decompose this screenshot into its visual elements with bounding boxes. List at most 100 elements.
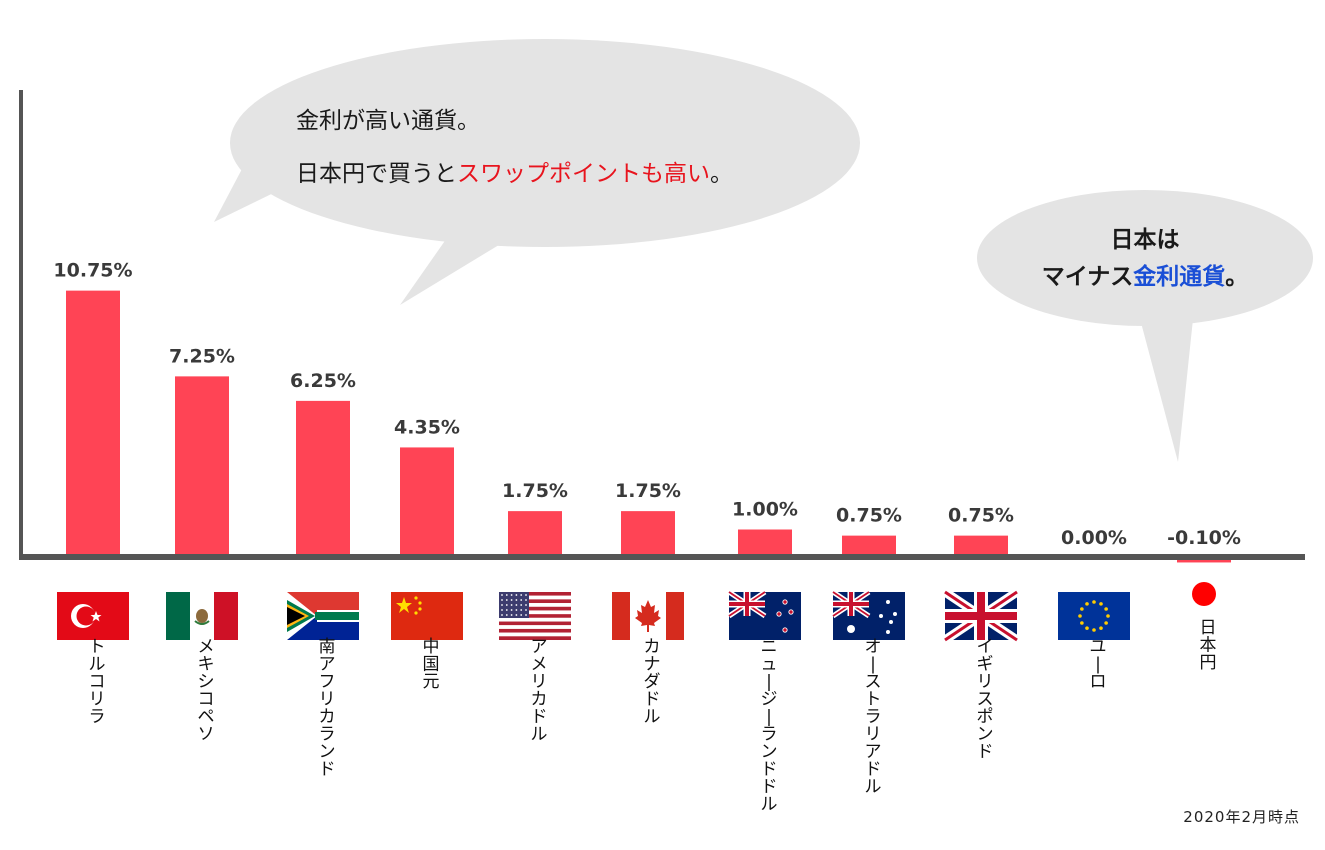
canada-flag — [612, 592, 684, 640]
speech-bubble-left: 金利が高い通貨。 日本円で買うとスワップポイントも高い。 — [214, 39, 860, 305]
svg-text:ラ: ラ — [319, 725, 336, 745]
flags-layer — [57, 582, 1216, 644]
svg-text:ト: ト — [865, 690, 882, 710]
svg-text:ド: ド — [644, 690, 661, 710]
svg-text:ポ: ポ — [977, 707, 994, 727]
bar-4 — [508, 511, 562, 554]
svg-text:キ: キ — [198, 655, 215, 675]
svg-text:中: 中 — [423, 637, 440, 657]
category-label-10: 日本円 — [1200, 618, 1217, 673]
svg-text:|: | — [766, 672, 772, 692]
svg-text:リ: リ — [865, 725, 882, 745]
category-labels-layer: トルコリラメキシコペソ南アフリカランド中国元アメリカドルカナダドルニュ|ジ|ラン… — [89, 618, 1217, 815]
category-label-3: 中国元 — [423, 637, 440, 692]
y-axis-line — [19, 90, 23, 558]
value-label-2: 6.25% — [290, 370, 356, 392]
bar-0 — [66, 290, 120, 554]
svg-text:ス: ス — [977, 690, 994, 710]
svg-text:国: 国 — [423, 655, 440, 675]
svg-text:ソ: ソ — [198, 725, 215, 745]
bars-layer: 10.75% 7.25% 6.25% 4.35% 1.75% 1.75% 1.00% 0.75… — [53, 260, 1241, 563]
value-label-6: 1.00% — [732, 499, 798, 521]
svg-text:円: 円 — [1200, 653, 1217, 673]
bubble-right-line2: マイナス金利通貨。 — [1042, 263, 1249, 290]
speech-bubble-left-body — [230, 39, 860, 247]
value-label-0: 10.75% — [53, 260, 132, 282]
svg-text:カ: カ — [644, 637, 661, 657]
value-label-4: 1.75% — [502, 480, 568, 502]
svg-text:ド: ド — [865, 760, 882, 780]
svg-text:ル: ル — [761, 795, 778, 815]
svg-text:ア: ア — [319, 655, 336, 675]
bar-10 — [1177, 560, 1231, 563]
bubble-left-line2-highlight: スワップポイントも高い — [457, 161, 710, 187]
svg-text:メ: メ — [198, 637, 215, 657]
svg-text:ラ: ラ — [89, 707, 106, 727]
x-axis-line — [19, 554, 1305, 560]
svg-text:リ: リ — [319, 690, 336, 710]
australia-flag — [831, 589, 905, 640]
svg-text:ギ: ギ — [977, 655, 994, 675]
svg-text:日: 日 — [1200, 618, 1217, 638]
svg-text:ド: ド — [761, 760, 778, 780]
svg-text:リ: リ — [531, 672, 548, 692]
bar-3 — [400, 447, 454, 554]
bubble-right-line2-highlight: 金利通貨 — [1132, 263, 1225, 290]
svg-text:本: 本 — [1200, 636, 1217, 656]
speech-bubble-right-body — [977, 190, 1313, 326]
bubble-left-line1: 金利が高い通貨。 — [296, 108, 480, 134]
svg-text:リ: リ — [977, 672, 994, 692]
speech-bubble-right-tail — [1135, 300, 1195, 462]
svg-text:ユ: ユ — [1090, 637, 1107, 657]
bubble-right-line2-prefix: マイナス — [1042, 264, 1134, 290]
value-label-10: -0.10% — [1167, 527, 1241, 549]
new-zealand-flag — [727, 589, 801, 640]
value-label-5: 1.75% — [615, 480, 681, 502]
svg-text:|: | — [870, 655, 876, 675]
south-africa-flag — [287, 592, 359, 640]
bubble-left-line2: 日本円で買うとスワップポイントも高い。 — [296, 161, 733, 187]
speech-bubble-right: 日本は マイナス金利通貨。 — [977, 190, 1313, 462]
svg-text:ン: ン — [977, 725, 994, 745]
svg-text:ラ: ラ — [761, 725, 778, 745]
value-label-7: 0.75% — [836, 505, 902, 527]
svg-text:ア: ア — [865, 742, 882, 762]
svg-text:ラ: ラ — [865, 707, 882, 727]
svg-text:シ: シ — [198, 672, 215, 692]
value-label-9: 0.00% — [1061, 527, 1127, 549]
eu-flag — [1058, 592, 1130, 640]
bubble-right-line2-suffix: 。 — [1225, 264, 1248, 290]
usa-flag — [499, 592, 571, 640]
turkey-flag — [57, 592, 129, 640]
bubble-right-line1: 日本は — [1111, 227, 1180, 253]
svg-text:ド: ド — [977, 742, 994, 762]
category-label-9: ユ|ロ — [1090, 637, 1107, 692]
bubble-left-line2-prefix: 日本円で買うと — [296, 161, 457, 187]
svg-text:ロ: ロ — [1090, 672, 1107, 692]
svg-text:ジ: ジ — [761, 690, 778, 710]
svg-text:リ: リ — [89, 690, 106, 710]
china-flag — [391, 592, 463, 640]
svg-text:ダ: ダ — [644, 672, 661, 692]
svg-text:ド: ド — [761, 777, 778, 797]
bar-1 — [175, 376, 229, 554]
svg-text:ル: ル — [644, 707, 661, 727]
svg-text:ン: ン — [319, 742, 336, 762]
value-label-3: 4.35% — [394, 416, 460, 438]
uk-flag — [942, 588, 1020, 644]
bar-5 — [621, 511, 675, 554]
bubble-left-line2-suffix: 。 — [710, 161, 733, 187]
mexico-flag — [166, 592, 238, 640]
svg-text:|: | — [766, 707, 772, 727]
svg-text:コ: コ — [198, 690, 215, 710]
svg-text:ド: ド — [531, 707, 548, 727]
svg-text:オ: オ — [865, 637, 882, 657]
date-note: 2020年2月時点 — [1183, 808, 1300, 826]
svg-text:|: | — [1095, 655, 1101, 675]
svg-text:ル: ル — [89, 655, 106, 675]
